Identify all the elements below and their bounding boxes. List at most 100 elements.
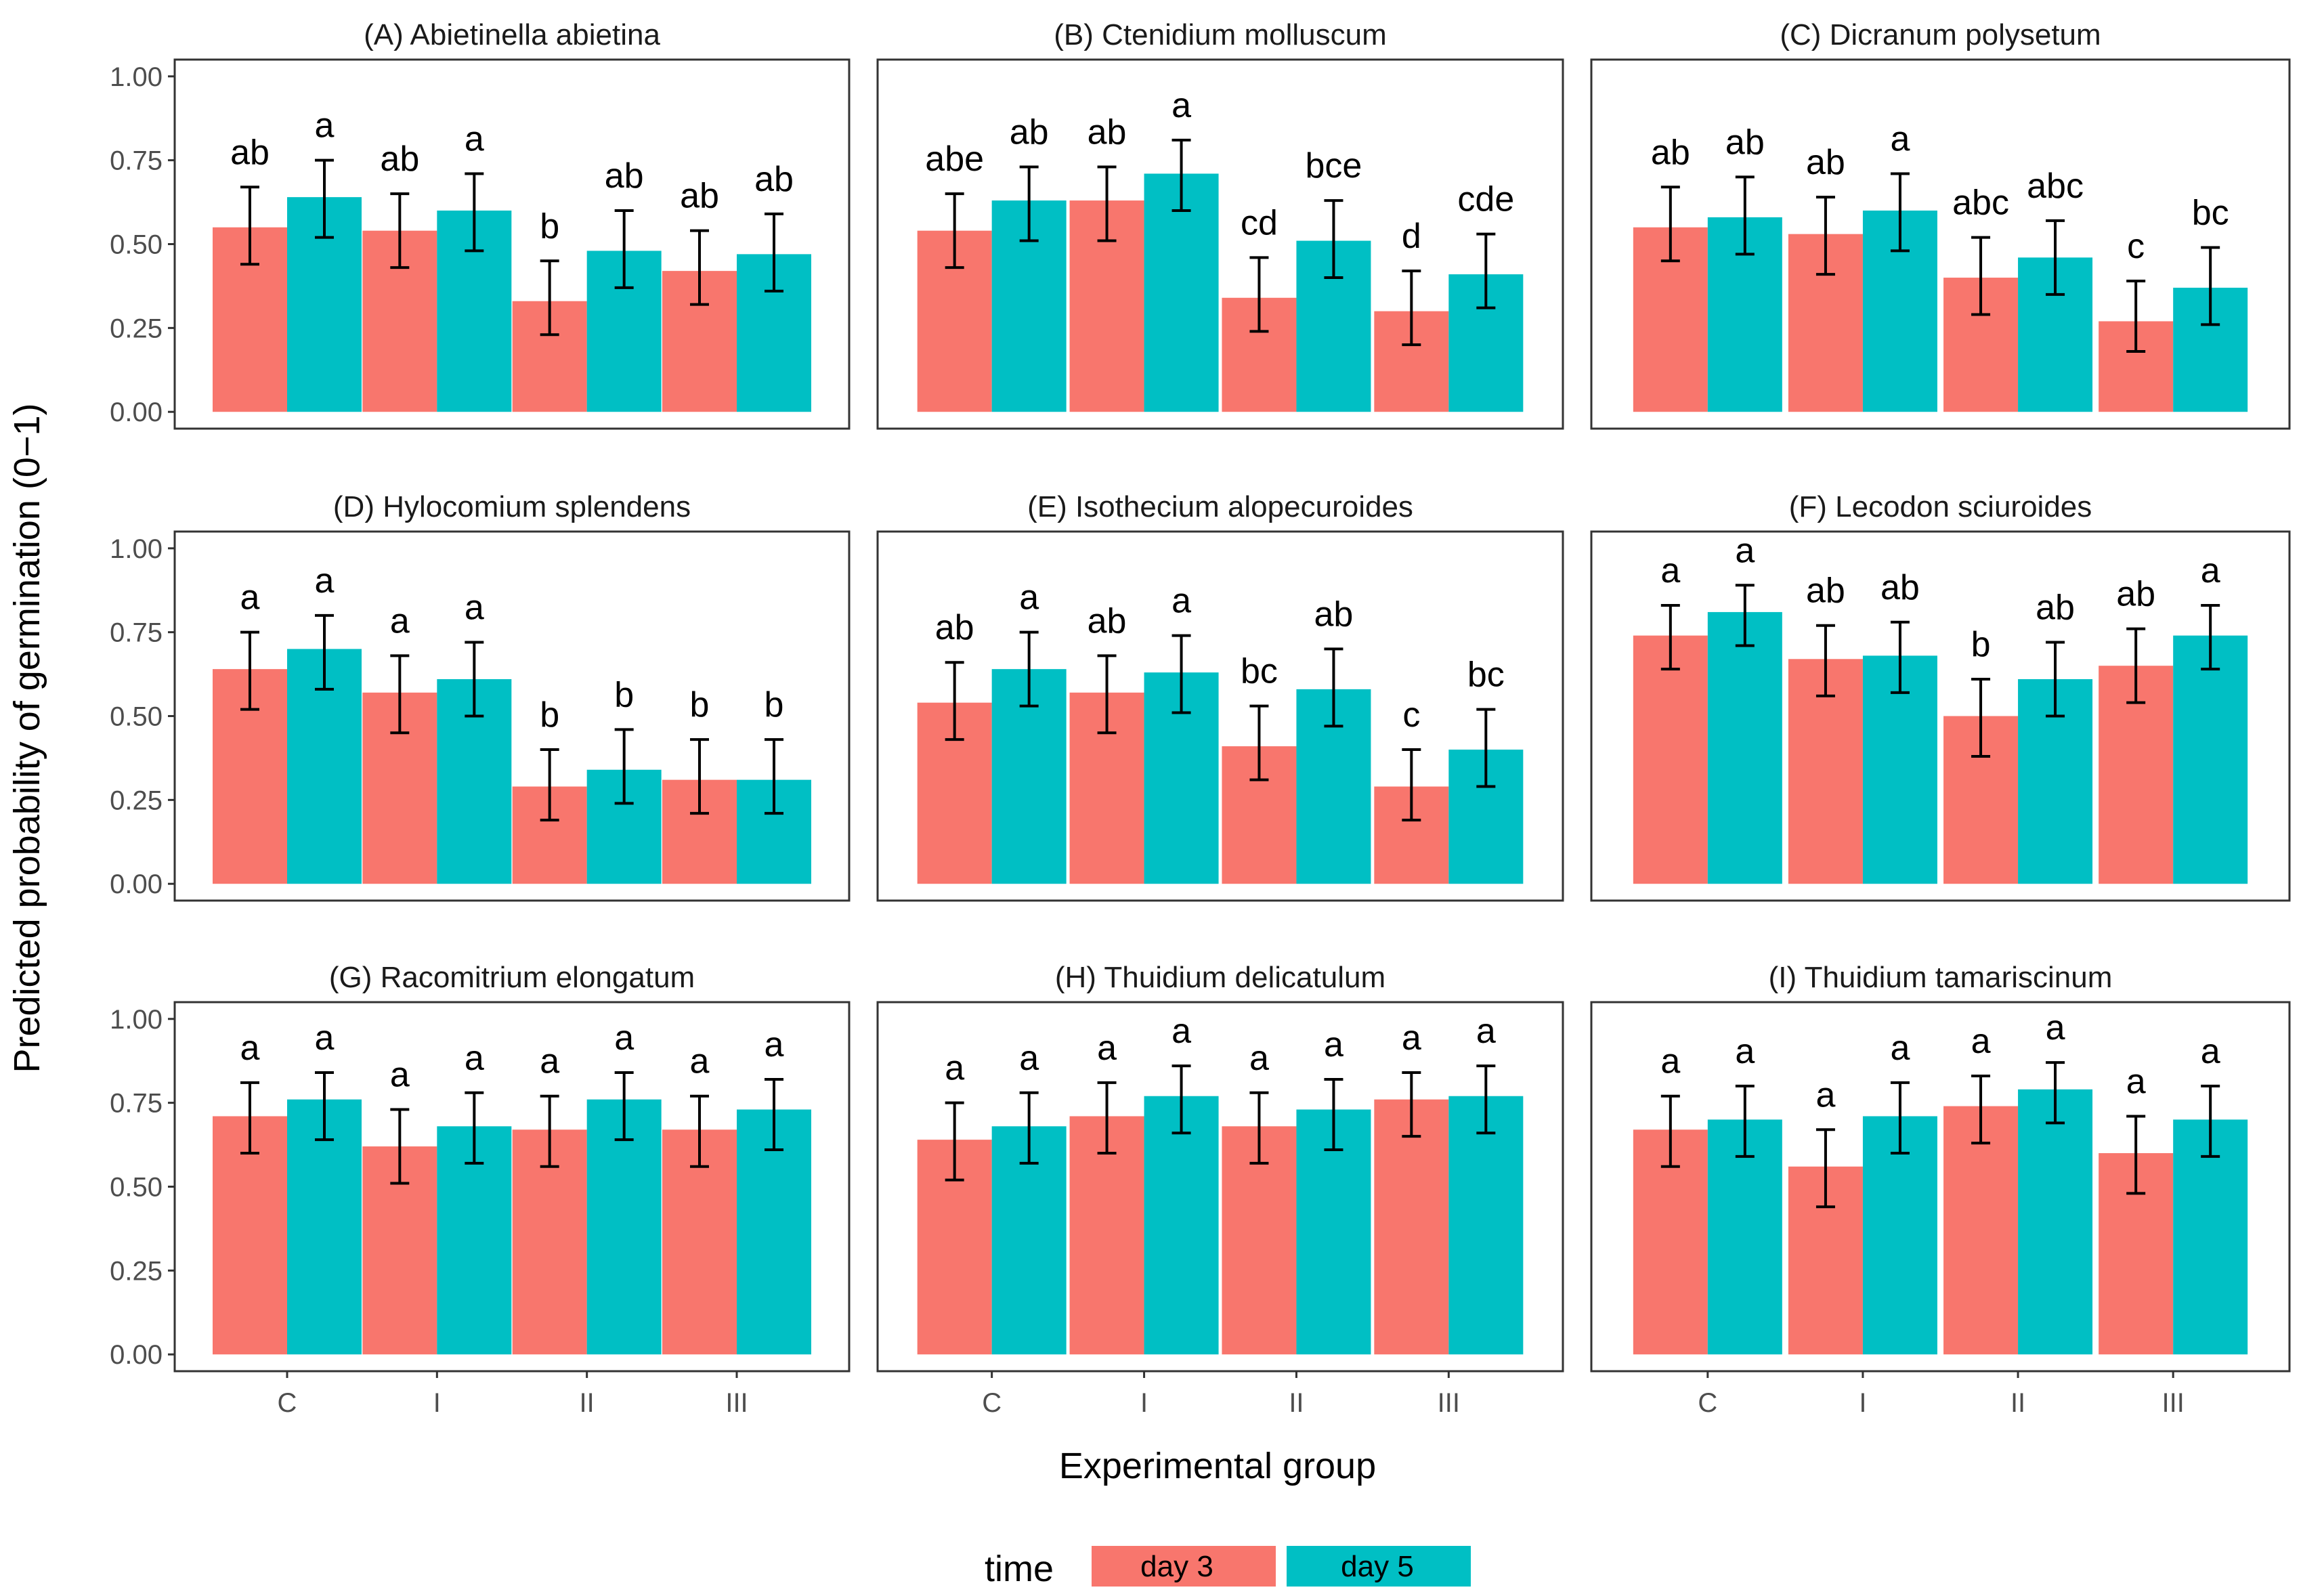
bar-day5-C — [287, 1099, 362, 1355]
significance-label: a — [1402, 1018, 1421, 1058]
significance-label: a — [2201, 1032, 2220, 1071]
significance-label: d — [1402, 217, 1421, 256]
significance-label: a — [465, 119, 484, 158]
panel-title: (A) Abietinella abietina — [364, 18, 660, 51]
legend-key-day-3 — [1092, 1546, 1276, 1587]
significance-label: a — [614, 1018, 634, 1058]
x-tick-label: III — [2162, 1388, 2184, 1418]
significance-label: b — [690, 685, 710, 725]
significance-label: ab — [680, 177, 719, 216]
bar-day3-C — [1633, 635, 1708, 884]
significance-label: b — [540, 695, 559, 735]
significance-label: a — [1735, 531, 1755, 570]
y-tick-label: 0.50 — [110, 1173, 163, 1203]
legend: time day 3 day 5 — [985, 1546, 1471, 1589]
significance-label: ab — [1806, 571, 1845, 611]
significance-label: a — [1171, 582, 1191, 621]
bar-day5-C — [1707, 611, 1782, 884]
significance-label: a — [390, 1056, 410, 1095]
significance-label: a — [1097, 1029, 1117, 1068]
x-tick-label: III — [1438, 1388, 1460, 1418]
x-axis-title: Experimental group — [1059, 1446, 1376, 1486]
significance-label: ab — [1725, 123, 1765, 162]
panel-border — [1590, 530, 2291, 902]
y-tick-label: 0.00 — [110, 397, 163, 427]
significance-label: bc — [2192, 193, 2229, 232]
significance-label: a — [540, 1042, 559, 1081]
bar-day5-II — [586, 1099, 662, 1355]
legend-key-day-5 — [1287, 1546, 1471, 1587]
significance-label: cd — [1241, 203, 1278, 242]
x-tick-label: II — [1289, 1388, 1304, 1418]
y-tick-label: 0.50 — [110, 702, 163, 732]
significance-label: a — [1660, 1042, 1680, 1081]
panel-title: (F) Lecodon sciuroides — [1789, 490, 2092, 523]
significance-label: a — [1735, 1032, 1755, 1071]
bar-day5-III — [2173, 635, 2248, 884]
significance-label: ab — [1088, 601, 1127, 641]
significance-label: a — [765, 1025, 784, 1064]
panel-title: (D) Hylocomium splendens — [333, 490, 691, 523]
significance-label: a — [465, 1039, 484, 1078]
significance-label: ab — [2036, 588, 2075, 628]
significance-label: ab — [230, 133, 270, 172]
panel-border — [876, 530, 1564, 902]
bar-day5-C — [1707, 1119, 1782, 1355]
significance-label: a — [1971, 1022, 1991, 1061]
significance-label: a — [1249, 1039, 1269, 1078]
significance-label: abc — [2027, 167, 2084, 206]
significance-label: ab — [1314, 595, 1354, 634]
panel-border — [1590, 58, 2291, 430]
y-tick-label: 0.00 — [110, 1340, 163, 1370]
significance-label: a — [945, 1049, 964, 1088]
significance-label: a — [2046, 1008, 2065, 1048]
significance-label: bce — [1306, 146, 1362, 186]
significance-label: ab — [754, 160, 794, 199]
significance-label: a — [1815, 1075, 1835, 1115]
panel-title: (I) Thuidium tamariscinum — [1769, 961, 2113, 994]
bar-day3-C — [213, 1116, 287, 1355]
panel-border — [876, 1001, 1564, 1373]
y-tick-label: 0.75 — [110, 146, 163, 176]
x-tick-label: I — [1859, 1388, 1866, 1418]
bar-day5-II — [2018, 1089, 2093, 1355]
x-tick-label: I — [433, 1388, 441, 1418]
y-tick-label: 0.25 — [110, 1256, 163, 1286]
significance-label: a — [240, 578, 260, 618]
y-tick-label: 0.25 — [110, 785, 163, 815]
significance-label: b — [614, 675, 634, 714]
panel-4: (D) Hylocomium splendens a a b b a a b b 0.00 0.25… — [110, 490, 851, 902]
panel-7: (G) Racomitrium elongatum a a a a a a a a 0.00 0.2… — [110, 961, 851, 1418]
panel-title: (B) Ctenidium molluscum — [1054, 18, 1386, 51]
significance-label: a — [240, 1029, 260, 1068]
x-tick-label: II — [2010, 1388, 2025, 1418]
y-tick-label: 0.50 — [110, 230, 163, 260]
significance-label: a — [1660, 551, 1680, 590]
significance-label: ab — [380, 139, 419, 179]
significance-label: ab — [605, 156, 644, 196]
bar-day3-III — [1374, 1099, 1449, 1355]
significance-label: a — [1324, 1025, 1343, 1064]
y-tick-label: 0.75 — [110, 618, 163, 648]
significance-label: abc — [1952, 184, 2009, 223]
significance-label: ab — [1010, 113, 1049, 152]
significance-label: a — [1019, 578, 1039, 618]
legend-title: time — [985, 1549, 1054, 1589]
significance-label: a — [2201, 551, 2220, 590]
significance-label: a — [315, 1018, 335, 1058]
panel-title: (E) Isothecium alopecuroides — [1027, 490, 1413, 523]
significance-label: a — [390, 601, 410, 641]
bar-day5-I — [1144, 1096, 1219, 1355]
significance-label: a — [2126, 1062, 2146, 1101]
y-tick-label: 1.00 — [110, 534, 163, 564]
significance-label: c — [1402, 695, 1420, 735]
significance-label: b — [1971, 625, 1991, 664]
panel-title: (G) Racomitrium elongatum — [329, 961, 695, 994]
x-tick-label: I — [1140, 1388, 1148, 1418]
